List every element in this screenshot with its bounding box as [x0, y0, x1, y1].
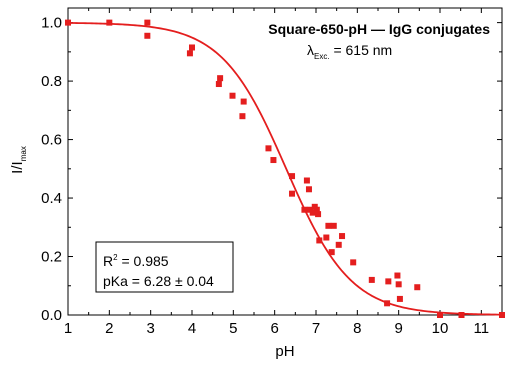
y-tick-label: 0.8: [41, 73, 62, 90]
data-point: [217, 75, 224, 82]
excitation-label: λExc. = 615 nm: [307, 42, 392, 61]
r2-superscript: 2: [113, 253, 118, 262]
data-point: [335, 241, 342, 248]
x-tick-label: 6: [270, 320, 278, 337]
data-point: [395, 281, 402, 288]
data-point: [437, 312, 443, 318]
data-point: [144, 32, 151, 39]
data-point: [323, 234, 330, 241]
data-point: [328, 249, 335, 256]
data-point: [303, 177, 310, 184]
r2-label: R2 = 0.985: [103, 253, 169, 269]
x-tick-labels: 1 2 3 4 5 6 7 8 9 10 11: [64, 320, 489, 337]
x-tick-label: 9: [394, 320, 402, 337]
y-tick-labels: 0.0 0.2 0.4 0.6 0.8 1.0: [41, 15, 62, 324]
y-axis-label-sub: max: [19, 146, 28, 161]
data-point: [106, 19, 113, 26]
fit-stats-box: R2 = 0.985 pKa = 6.28 ± 0.04: [95, 241, 234, 293]
r2-prefix: R: [103, 253, 113, 269]
x-tick-label: 7: [312, 320, 320, 337]
pka-label: pKa = 6.28 ± 0.04: [103, 273, 214, 289]
x-tick-label: 5: [229, 320, 237, 337]
data-point: [270, 157, 277, 164]
x-tick-label: 3: [146, 320, 154, 337]
data-point: [265, 145, 272, 152]
x-tick-label: 8: [353, 320, 361, 337]
data-point: [368, 276, 375, 283]
chart-title: Square-650-pH — IgG conjugates: [268, 21, 490, 37]
data-point: [301, 206, 308, 213]
data-point: [325, 222, 332, 229]
data-point: [330, 222, 337, 229]
data-point: [65, 19, 71, 26]
y-tick-label: 0.2: [41, 249, 62, 266]
data-point: [240, 98, 247, 105]
data-point: [305, 186, 312, 193]
data-point: [414, 284, 421, 291]
y-tick-label: 0.0: [41, 307, 62, 324]
data-point: [289, 190, 296, 197]
x-tick-label: 1: [64, 320, 72, 337]
data-points: [65, 19, 505, 318]
y-axis-label: I/Imax: [9, 146, 28, 174]
data-point: [499, 312, 505, 318]
data-point: [229, 92, 236, 99]
data-point: [339, 233, 346, 240]
data-point: [458, 312, 465, 318]
x-tick-label: 2: [105, 320, 113, 337]
data-point: [189, 44, 195, 51]
data-point: [309, 209, 316, 216]
x-tick-label: 4: [188, 320, 196, 337]
data-point: [186, 50, 193, 57]
r2-value: = 0.985: [118, 253, 169, 269]
data-point: [289, 173, 296, 180]
plot-frame: [67, 7, 503, 316]
data-point: [144, 19, 151, 26]
data-point: [239, 113, 246, 120]
y-tick-label: 0.6: [41, 132, 62, 149]
x-tick-label: 11: [474, 320, 490, 337]
data-point: [215, 81, 222, 88]
data-point: [350, 259, 357, 266]
data-point: [384, 300, 391, 307]
data-point: [385, 278, 392, 285]
y-axis-label-main: I/I: [9, 161, 26, 174]
data-point: [394, 272, 401, 279]
fit-stats-frame: [95, 241, 234, 293]
data-point: [315, 211, 322, 218]
data-point: [396, 295, 403, 302]
data-point: [316, 237, 323, 244]
fit-curve: [67, 22, 503, 316]
lambda-symbol: λ: [307, 42, 314, 58]
y-tick-label: 0.4: [41, 190, 62, 207]
x-tick-label: 10: [432, 320, 449, 337]
lambda-subscript: Exc.: [314, 52, 330, 61]
x-axis-label: pH: [275, 343, 294, 360]
excitation-value: = 615 nm: [330, 42, 393, 58]
y-tick-label: 1.0: [41, 15, 62, 32]
data-point: [313, 206, 320, 213]
